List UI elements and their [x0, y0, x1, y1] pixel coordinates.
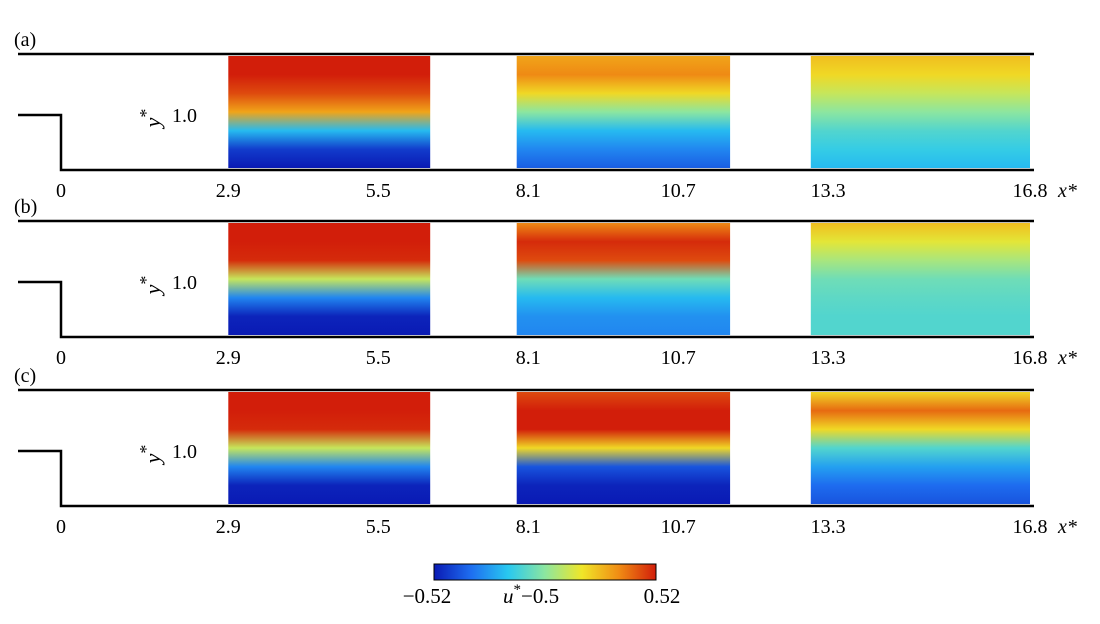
x-tick-label: 13.3	[811, 347, 846, 369]
heatmap-field	[810, 392, 1030, 504]
heatmap-field	[228, 392, 431, 504]
heatmap-field	[810, 223, 1030, 335]
x-axis-label: x*	[1057, 516, 1077, 538]
x-tick-label: 2.9	[216, 347, 241, 369]
heatmap-field	[516, 392, 731, 504]
y-tick-label: 1.0	[172, 272, 197, 294]
x-tick-label: 16.8	[1013, 516, 1048, 538]
colorbar-variable-label: u*−0.5	[503, 582, 559, 608]
panel-0: (a) y* 1.0 0 2.9 5.5 8.1 10.7 13.3 16.8 x*	[14, 29, 1077, 202]
x-tick-label: 8.1	[516, 516, 541, 538]
x-tick-label: 2.9	[216, 516, 241, 538]
x-tick-label: 5.5	[366, 347, 391, 369]
step-bottom-wall	[18, 449, 1034, 508]
step-bottom-wall	[18, 280, 1034, 339]
heatmap-field	[516, 223, 731, 335]
colorbar-max-label: 0.52	[644, 584, 681, 608]
panel-2: (c) y* 1.0 0 2.9 5.5 8.1 10.7 13.3 16.8 x*	[14, 365, 1077, 538]
colorbar-min-label: −0.52	[403, 584, 452, 608]
x-tick-label: 2.9	[216, 180, 241, 202]
x-tick-label: 10.7	[661, 180, 696, 202]
x-tick-label: 8.1	[516, 180, 541, 202]
step-bottom-wall	[18, 113, 1034, 172]
x-tick-label: 5.5	[366, 180, 391, 202]
x-tick-label: 10.7	[661, 347, 696, 369]
colorbar: −0.52 0.52 u*−0.5	[403, 563, 681, 608]
x-axis-label: x*	[1057, 347, 1077, 369]
y-tick-label: 1.0	[172, 105, 197, 127]
x-tick-label: 0	[56, 516, 66, 538]
colorbar-gradient	[433, 563, 657, 581]
panel-label: (b)	[14, 196, 37, 218]
x-tick-label: 8.1	[516, 347, 541, 369]
panel-label: (c)	[14, 365, 36, 387]
heatmap-field	[228, 56, 431, 168]
x-tick-label: 16.8	[1013, 180, 1048, 202]
y-tick-label: 1.0	[172, 441, 197, 463]
x-axis-label: x*	[1057, 180, 1077, 202]
x-tick-label: 5.5	[366, 516, 391, 538]
panel-1: (b) y* 1.0 0 2.9 5.5 8.1 10.7 13.3 16.8 x*	[14, 196, 1077, 369]
x-tick-label: 0	[56, 347, 66, 369]
panels: (a) y* 1.0 0 2.9 5.5 8.1 10.7 13.3 16.8 x* (b) y* 1.0…	[14, 29, 1077, 538]
x-tick-label: 13.3	[811, 516, 846, 538]
heatmap-field	[516, 56, 731, 168]
x-tick-label: 13.3	[811, 180, 846, 202]
y-axis-label: y*	[136, 445, 165, 466]
heatmap-field	[228, 223, 431, 335]
y-axis-label: y*	[136, 276, 165, 297]
panel-label: (a)	[14, 29, 36, 51]
x-tick-label: 10.7	[661, 516, 696, 538]
x-tick-label: 0	[56, 180, 66, 202]
heatmap-field	[810, 56, 1030, 168]
y-axis-label: y*	[136, 109, 165, 130]
x-tick-label: 16.8	[1013, 347, 1048, 369]
